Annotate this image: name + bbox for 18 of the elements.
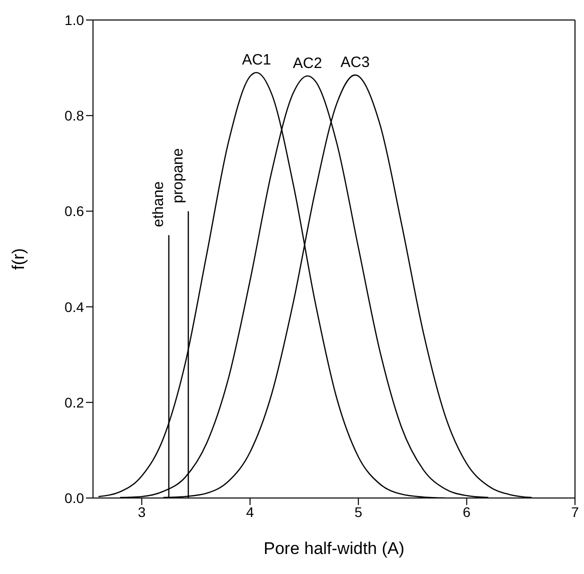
y-tick-label: 0.8 xyxy=(64,108,84,124)
x-tick-label: 6 xyxy=(462,504,471,520)
x-tick-label: 7 xyxy=(571,504,580,520)
y-axis-title: f(r) xyxy=(9,248,28,270)
y-tick-label: 0.6 xyxy=(64,203,84,220)
text: propane xyxy=(169,148,186,204)
x-tick-label: 3 xyxy=(138,504,146,520)
series-label: AC2 xyxy=(292,54,322,72)
x-tick-label: 5 xyxy=(354,504,362,520)
y-tick-label: 1.0 xyxy=(64,12,84,28)
series-label: AC1 xyxy=(242,52,272,69)
series-label: AC3 xyxy=(340,54,370,71)
x-tick-label: 4 xyxy=(246,504,254,520)
y-tick-label: 0.4 xyxy=(64,298,84,315)
y-tick-label: 0.2 xyxy=(64,394,84,410)
text: ethane xyxy=(150,181,167,228)
x-axis-title: Pore half-width (A) xyxy=(264,539,404,558)
y-tick-label: 0.0 xyxy=(64,490,84,506)
